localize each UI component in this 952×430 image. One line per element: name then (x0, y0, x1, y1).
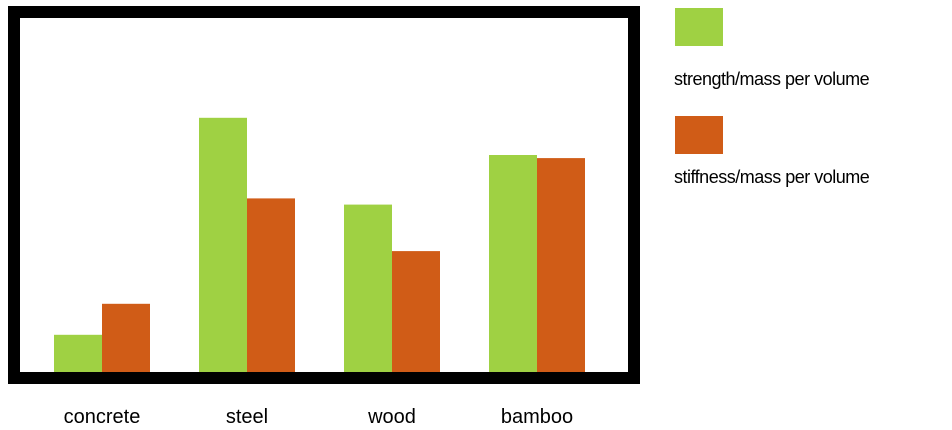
bars-group (54, 117, 585, 372)
x-tick-label: wood (367, 406, 416, 428)
bar-concrete-series-2 (102, 303, 150, 372)
legend-swatch-1 (675, 8, 723, 46)
legend-swatch-2 (675, 116, 723, 154)
legend-label-2: stiffness/mass per volume (674, 167, 870, 187)
x-tick-labels: concrete steel wood bamboo (64, 406, 574, 428)
bar-steel-series-1 (199, 117, 247, 372)
bar-wood-series-2 (392, 251, 440, 372)
bar-bamboo-series-1 (489, 155, 537, 372)
bar-bamboo-series-2 (537, 158, 585, 372)
x-tick-label: bamboo (501, 406, 573, 428)
bar-wood-series-1 (344, 204, 392, 372)
bar-concrete-series-1 (54, 334, 102, 372)
x-tick-label: steel (226, 406, 268, 428)
legend: strength/mass per volume stiffness/mass p… (674, 8, 870, 187)
x-tick-label: concrete (64, 406, 141, 428)
legend-label-1: strength/mass per volume (674, 69, 870, 89)
bar-steel-series-2 (247, 198, 295, 372)
